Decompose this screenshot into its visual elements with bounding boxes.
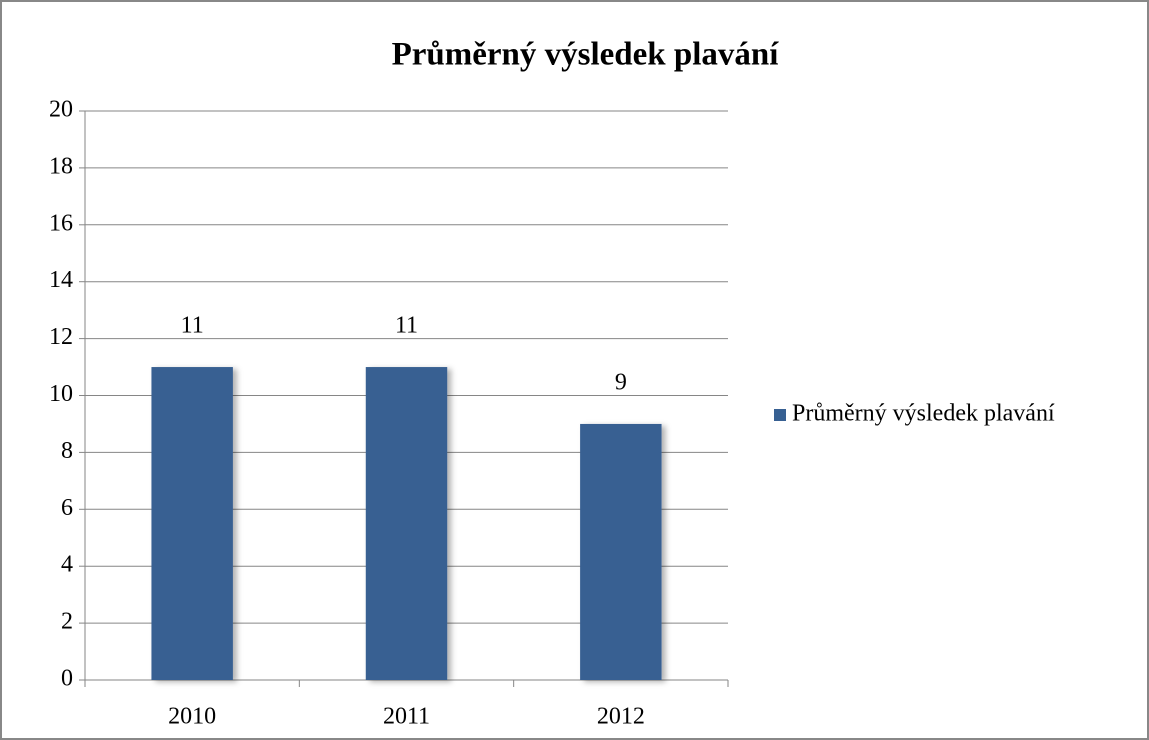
y-tick-label: 0 xyxy=(61,666,73,692)
y-tick-label: 16 xyxy=(49,210,73,236)
y-tick-label: 4 xyxy=(61,552,73,578)
x-tick-label: 2010 xyxy=(168,704,216,730)
chart-title: Průměrný výsledek plavání xyxy=(392,37,780,73)
y-tick-label: 12 xyxy=(49,324,73,350)
y-tick-label: 2 xyxy=(61,609,73,635)
data-label: 9 xyxy=(615,369,627,395)
data-label: 11 xyxy=(395,313,418,339)
data-label: 11 xyxy=(181,313,204,339)
y-tick-label: 10 xyxy=(49,381,73,407)
bar xyxy=(580,423,662,680)
legend-label: Průměrný výsledek plavání xyxy=(792,401,1055,427)
y-tick-label: 20 xyxy=(49,97,73,123)
legend-swatch xyxy=(774,409,786,421)
x-tick-label: 2011 xyxy=(383,704,430,730)
y-tick-label: 14 xyxy=(49,267,73,293)
y-tick-label: 6 xyxy=(61,495,73,521)
bar xyxy=(365,367,448,680)
y-tick-label: 18 xyxy=(49,153,73,179)
y-tick-label: 8 xyxy=(61,438,73,464)
bar xyxy=(151,367,233,680)
x-tick-label: 2012 xyxy=(597,704,645,730)
